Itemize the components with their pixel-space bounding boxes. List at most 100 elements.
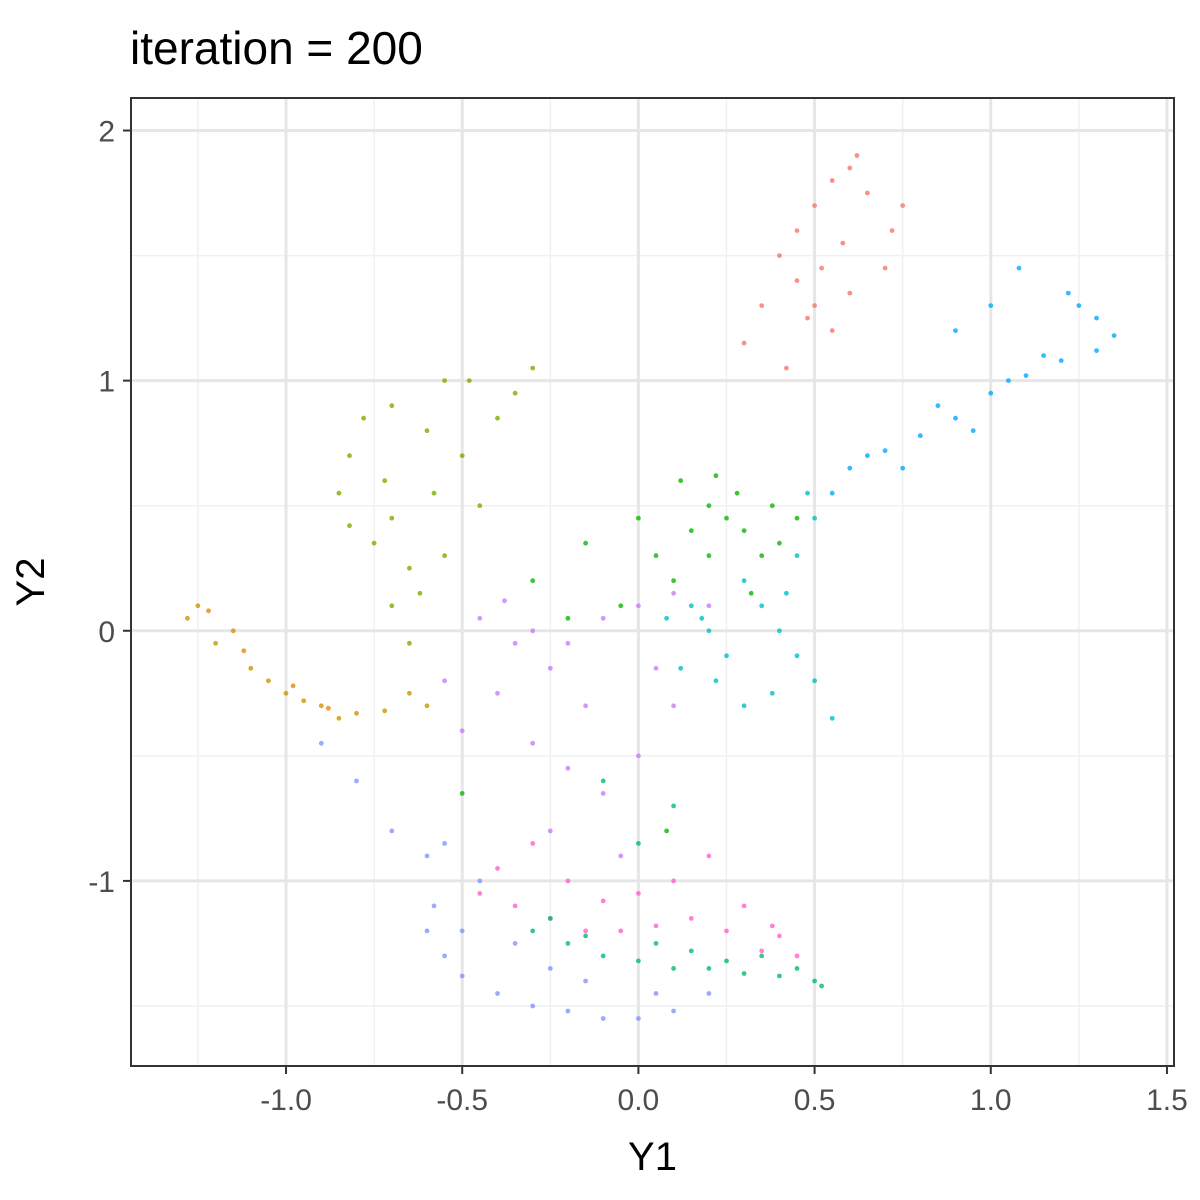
data-point	[847, 290, 853, 296]
y-tick-label: 2	[98, 116, 115, 149]
data-point	[459, 728, 465, 734]
data-point	[1076, 303, 1082, 308]
y-axis: -1 0 1 2	[88, 116, 131, 899]
data-point	[530, 578, 536, 584]
data-point	[407, 640, 412, 646]
x-tick-label: 0.0	[618, 1084, 660, 1117]
data-point	[389, 603, 395, 609]
data-point	[213, 640, 219, 646]
data-point	[442, 953, 447, 959]
data-point	[840, 240, 846, 246]
data-point	[389, 515, 395, 521]
data-point	[805, 490, 810, 496]
x-axis: -1.0 -0.5 0.0 0.5 1.0 1.5	[260, 1066, 1188, 1117]
y-tick-label: -1	[88, 866, 115, 899]
data-point	[671, 703, 676, 709]
data-point	[248, 665, 254, 671]
data-point	[777, 973, 782, 979]
data-point	[502, 598, 507, 604]
data-point	[671, 578, 676, 584]
data-point	[865, 453, 870, 459]
data-point	[530, 628, 536, 634]
data-point	[706, 853, 712, 859]
data-point	[185, 615, 190, 621]
data-point	[794, 553, 800, 559]
data-point	[882, 448, 888, 454]
data-point	[688, 603, 694, 609]
data-point	[935, 403, 941, 409]
data-point	[678, 478, 684, 484]
data-point	[512, 941, 518, 946]
data-point	[530, 928, 536, 934]
data-point	[812, 303, 817, 308]
data-point	[759, 303, 765, 308]
data-point	[812, 203, 817, 209]
chart-title: iteration = 200	[130, 22, 423, 74]
data-point	[769, 690, 775, 696]
data-point	[530, 841, 536, 846]
y-tick-label: 1	[98, 366, 115, 399]
data-point	[230, 628, 236, 634]
data-point	[777, 628, 782, 634]
data-point	[671, 878, 676, 884]
x-tick-label: 1.0	[970, 1084, 1012, 1117]
data-point	[442, 378, 447, 383]
data-point	[759, 948, 765, 954]
data-point	[600, 615, 606, 621]
data-point	[407, 565, 412, 571]
data-point	[741, 903, 747, 909]
data-point	[636, 958, 641, 964]
data-point	[1041, 353, 1046, 358]
x-tick-label: 1.5	[1146, 1084, 1188, 1117]
y-tick-label: 0	[98, 616, 115, 649]
data-point	[336, 715, 342, 721]
data-point	[583, 928, 588, 934]
data-point	[361, 415, 366, 421]
data-point	[882, 265, 888, 271]
data-point	[847, 465, 853, 471]
data-point	[424, 853, 430, 859]
data-point	[318, 703, 324, 709]
data-point	[583, 978, 588, 984]
data-point	[1016, 265, 1022, 271]
data-point	[699, 615, 705, 621]
data-point	[794, 278, 800, 283]
data-point	[477, 891, 483, 896]
data-point	[442, 678, 447, 684]
data-point	[466, 378, 472, 383]
data-point	[459, 973, 465, 979]
data-point	[389, 828, 395, 834]
data-point	[812, 978, 817, 984]
data-point	[618, 603, 624, 609]
data-point	[495, 866, 500, 871]
data-point	[706, 503, 712, 509]
data-point	[777, 933, 782, 939]
data-point	[583, 703, 588, 709]
data-point	[724, 958, 729, 964]
data-point	[407, 690, 412, 696]
data-point	[600, 953, 606, 959]
data-point	[854, 153, 860, 158]
data-point	[741, 578, 747, 584]
data-point	[530, 1003, 536, 1009]
data-point	[706, 603, 712, 609]
data-point	[354, 710, 359, 716]
data-point	[318, 740, 324, 746]
data-point	[618, 928, 624, 934]
data-point	[636, 753, 641, 759]
data-point	[600, 791, 606, 796]
data-point	[664, 615, 669, 621]
data-point	[1006, 378, 1011, 383]
data-point	[495, 415, 500, 421]
data-point	[953, 415, 958, 421]
data-point	[459, 928, 465, 934]
data-point	[688, 916, 694, 921]
data-point	[706, 553, 712, 559]
data-point	[653, 923, 659, 929]
data-point	[1094, 348, 1099, 353]
x-tick-label: -1.0	[260, 1084, 312, 1117]
data-point	[688, 528, 694, 534]
data-point	[636, 841, 641, 846]
data-point	[512, 903, 518, 909]
data-point	[653, 665, 659, 671]
